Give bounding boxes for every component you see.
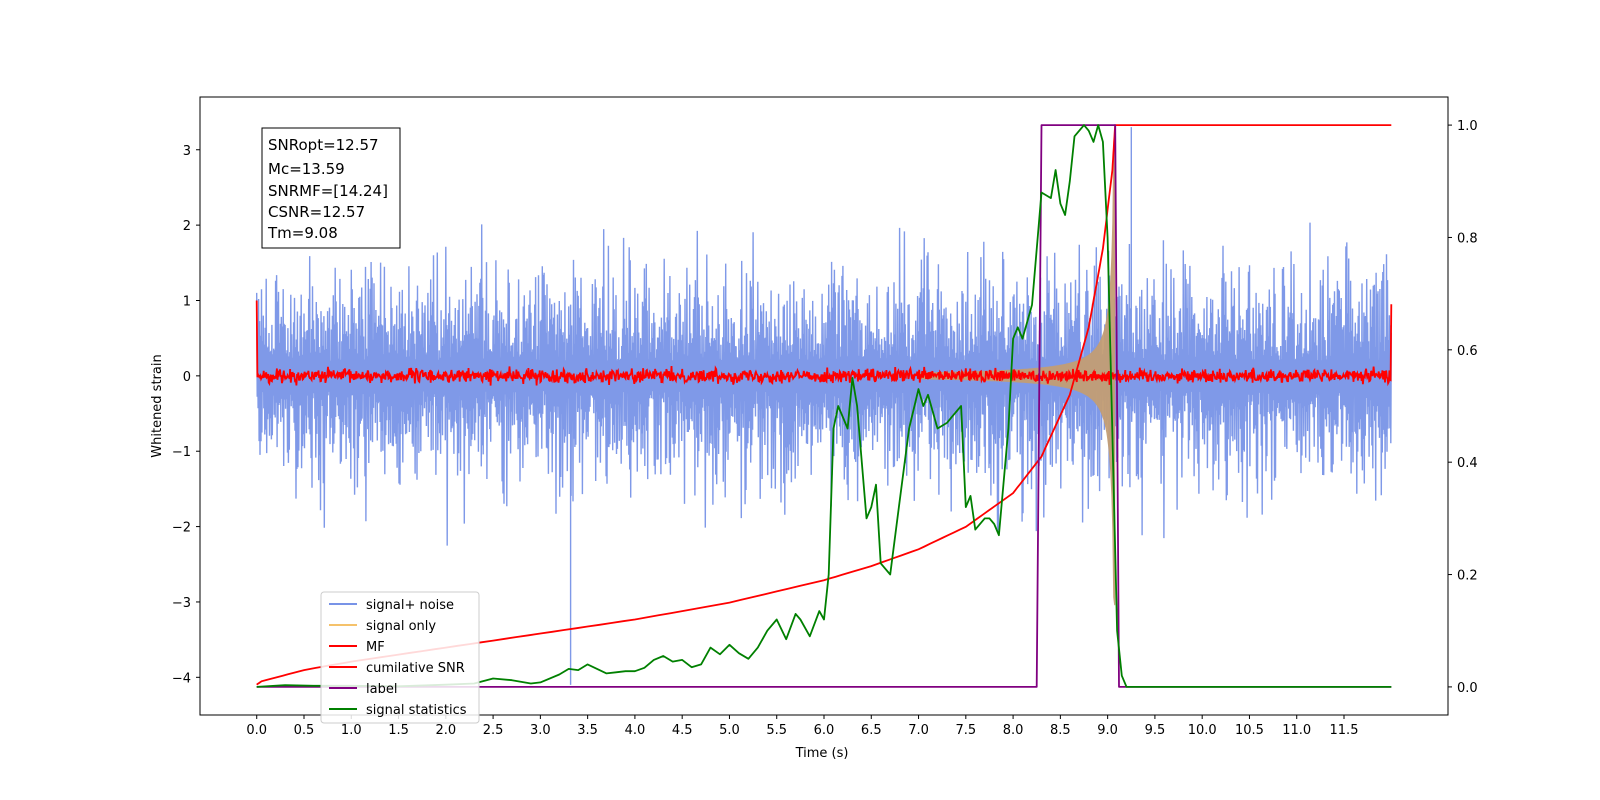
x-tick-label: 11.0 <box>1282 723 1311 738</box>
series-signal-noise <box>256 127 1392 685</box>
y-tick-label: 0 <box>183 370 191 385</box>
legend-frame <box>320 591 480 724</box>
info-box: SNRopt=12.57 Mc=13.59 SNRMF=[14.24] CSNR… <box>261 127 401 249</box>
x-tick-label: 0.0 <box>246 723 267 738</box>
y-tick-label: 1 <box>183 294 191 309</box>
legend-item-cumilative-snr: cumilative SNR <box>329 661 465 676</box>
x-axis: 0.0 0.5 1.0 1.5 2.0 2.5 3.0 3.5 4.0 4.5 5.0 5.5 6.0 6… <box>246 715 1358 738</box>
y-tick-label: −4 <box>172 671 191 686</box>
y2-tick-label: 0.8 <box>1457 231 1478 246</box>
x-tick-label: 9.5 <box>1145 723 1166 738</box>
y2-tick-label: 0.4 <box>1457 456 1478 471</box>
x-tick-label: 5.5 <box>766 723 787 738</box>
x-axis-label: Time (s) <box>795 746 849 761</box>
x-tick-label: 0.5 <box>294 723 315 738</box>
x-tick-label: 4.0 <box>625 723 646 738</box>
x-tick-label: 4.5 <box>672 723 693 738</box>
x-tick-label: 11.5 <box>1330 723 1359 738</box>
legend-label-signal-noise: signal+ noise <box>366 598 454 613</box>
y-axis: −4 −3 −2 −1 0 1 2 3 <box>172 144 200 686</box>
x-tick-label: 6.0 <box>814 723 835 738</box>
x-tick-label: 7.0 <box>908 723 929 738</box>
legend-label-mf: MF <box>366 640 385 655</box>
y-tick-label: −2 <box>172 521 191 536</box>
legend-item-signal-noise: signal+ noise <box>329 598 454 613</box>
x-tick-label: 3.5 <box>577 723 598 738</box>
legend-item-mf: MF <box>329 640 385 655</box>
x-tick-label: 2.0 <box>435 723 456 738</box>
info-tm: Tm=9.08 <box>267 224 338 242</box>
y2-tick-label: 0.2 <box>1457 569 1478 584</box>
legend-label-cumilative-snr: cumilative SNR <box>366 661 465 676</box>
legend-item-label: label <box>329 682 397 697</box>
series-signal-statistics <box>256 124 1392 688</box>
x-tick-label: 9.0 <box>1097 723 1118 738</box>
x-tick-label: 6.5 <box>861 723 882 738</box>
info-snr-opt: SNRopt=12.57 <box>268 136 379 154</box>
legend-item-signal-only: signal only <box>329 619 436 634</box>
legend-label-signal-statistics: signal statistics <box>366 703 467 718</box>
y-tick-label: 3 <box>183 144 191 159</box>
x-tick-label: 10.0 <box>1188 723 1217 738</box>
y-tick-label: −3 <box>172 596 191 611</box>
info-box-frame <box>261 127 401 249</box>
info-csnr: CSNR=12.57 <box>268 203 365 221</box>
x-tick-label: 3.0 <box>530 723 551 738</box>
series-mf <box>255 300 1393 387</box>
x-tick-label: 2.5 <box>483 723 504 738</box>
y2-tick-label: 1.0 <box>1457 119 1478 134</box>
info-snr-mf: SNRMF=[14.24] <box>268 182 388 200</box>
legend-item-signal-statistics: signal statistics <box>329 703 467 718</box>
series-layer <box>255 124 1393 688</box>
y2-tick-label: 0.6 <box>1457 344 1478 359</box>
info-mc: Mc=13.59 <box>268 160 345 178</box>
x-tick-label: 10.5 <box>1235 723 1264 738</box>
x-tick-label: 8.5 <box>1050 723 1071 738</box>
y-axis-label: Whitened strain <box>150 354 165 457</box>
y2-tick-label: 0.0 <box>1457 681 1478 696</box>
legend: signal+ noise signal only MF cumilative … <box>320 591 480 724</box>
x-tick-label: 8.0 <box>1003 723 1024 738</box>
x-tick-label: 1.5 <box>388 723 409 738</box>
x-tick-label: 1.0 <box>341 723 362 738</box>
y2-axis: 0.0 0.2 0.4 0.6 0.8 1.0 <box>1448 119 1478 696</box>
y-tick-label: 2 <box>183 219 191 234</box>
x-tick-label: 7.5 <box>955 723 976 738</box>
legend-label-label: label <box>366 682 397 697</box>
y-tick-label: −1 <box>172 445 191 460</box>
x-tick-label: 5.0 <box>719 723 740 738</box>
legend-label-signal-only: signal only <box>366 619 436 634</box>
